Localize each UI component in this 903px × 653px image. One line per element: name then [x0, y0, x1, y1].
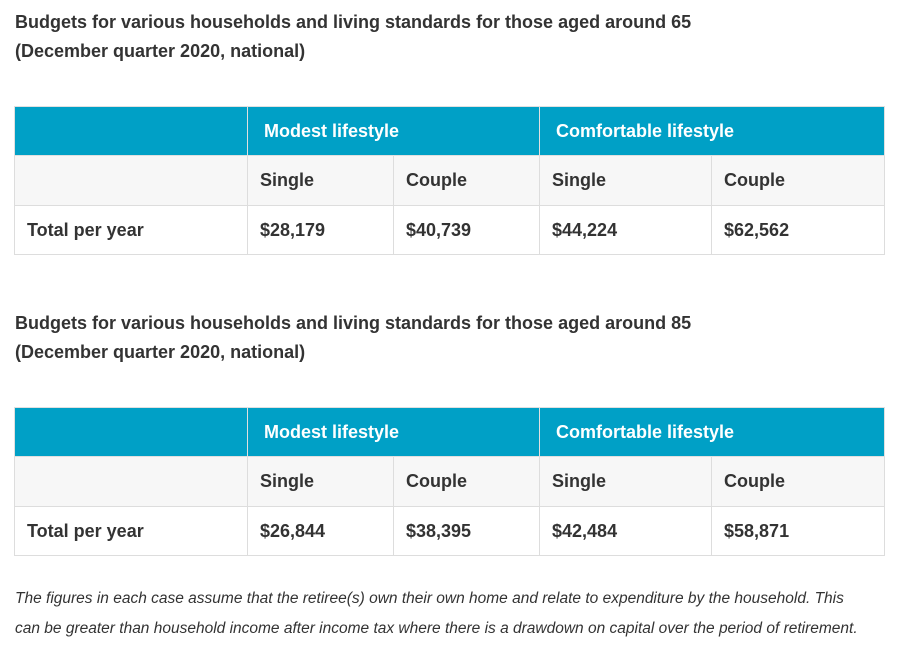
group-header-row: Modest lifestyle Comfortable lifestyle [14, 106, 886, 156]
footnote-line-1: The figures in each case assume that the… [15, 590, 844, 607]
empty-header-cell [14, 407, 248, 457]
modest-single-value: $26,844 [247, 506, 394, 556]
comfortable-lifestyle-header: Comfortable lifestyle [539, 106, 886, 156]
comfortable-single-value: $44,224 [539, 205, 713, 255]
budget-table-age-65: Modest lifestyle Comfortable lifestyle S… [14, 106, 886, 255]
modest-couple-value: $40,739 [392, 205, 541, 255]
modest-single-value: $28,179 [247, 205, 394, 255]
modest-lifestyle-header: Modest lifestyle [246, 407, 541, 457]
modest-couple-header: Couple [392, 155, 541, 206]
household-type-row: Single Couple Single Couple [14, 155, 886, 206]
group-header-row: Modest lifestyle Comfortable lifestyle [14, 407, 886, 457]
footnote-line-2: can be greater than household income aft… [15, 620, 858, 637]
table1-heading-title: Budgets for various households and livin… [15, 12, 692, 32]
table2-heading-title: Budgets for various households and livin… [15, 313, 692, 333]
comfortable-couple-header: Couple [711, 155, 886, 206]
modest-couple-header: Couple [392, 456, 541, 507]
comfortable-single-header: Single [539, 155, 713, 206]
total-per-year-row: Total per year $28,179 $40,739 $44,224 $… [14, 205, 886, 255]
table1-heading-period: (December quarter 2020, national) [15, 41, 306, 61]
modest-single-header: Single [247, 456, 394, 507]
footnote: The figures in each case assume that the… [15, 584, 895, 644]
comfortable-single-value: $42,484 [539, 506, 713, 556]
comfortable-couple-value: $62,562 [711, 205, 886, 255]
total-per-year-label: Total per year [14, 205, 248, 255]
total-per-year-label: Total per year [14, 506, 248, 556]
total-per-year-row: Total per year $26,844 $38,395 $42,484 $… [14, 506, 886, 556]
comfortable-single-header: Single [539, 456, 713, 507]
empty-subheader-cell [14, 155, 248, 206]
comfortable-couple-header: Couple [711, 456, 886, 507]
table2-heading: Budgets for various households and livin… [15, 309, 691, 367]
empty-header-cell [14, 106, 248, 156]
empty-subheader-cell [14, 456, 248, 507]
comfortable-couple-value: $58,871 [711, 506, 886, 556]
modest-lifestyle-header: Modest lifestyle [246, 106, 541, 156]
budget-table-age-85: Modest lifestyle Comfortable lifestyle S… [14, 407, 886, 556]
modest-single-header: Single [247, 155, 394, 206]
modest-couple-value: $38,395 [392, 506, 541, 556]
comfortable-lifestyle-header: Comfortable lifestyle [539, 407, 886, 457]
table2-heading-period: (December quarter 2020, national) [15, 342, 306, 362]
table1-heading: Budgets for various households and livin… [15, 8, 691, 66]
household-type-row: Single Couple Single Couple [14, 456, 886, 507]
